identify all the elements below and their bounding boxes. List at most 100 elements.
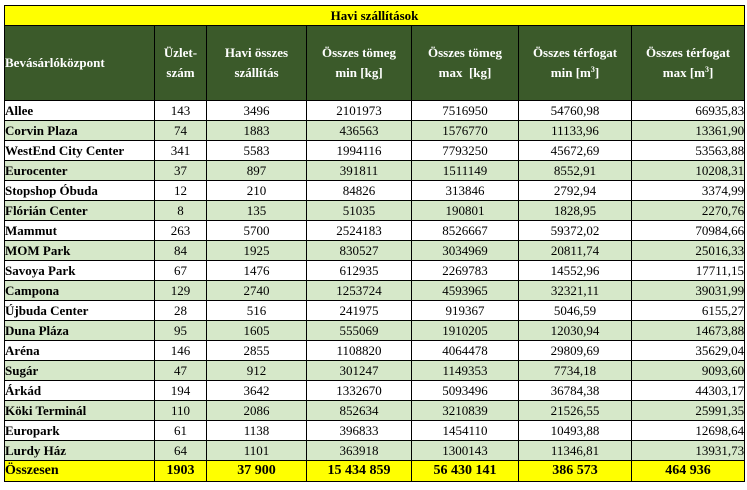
- cell-mass-min[interactable]: 1332670: [306, 380, 412, 401]
- cell-shops[interactable]: 143: [154, 100, 207, 121]
- cell-center-name[interactable]: Allee: [4, 100, 155, 121]
- cell-mass-max[interactable]: 7793250: [411, 140, 519, 161]
- cell-volume-max[interactable]: 44303,17: [630, 380, 746, 401]
- header-mass-max[interactable]: Összes tömeg max [kg]: [411, 25, 519, 101]
- cell-shops[interactable]: 84: [154, 240, 207, 261]
- cell-center-name[interactable]: Corvin Plaza: [4, 120, 155, 141]
- total-cell-mass-min[interactable]: 15 434 859: [306, 460, 412, 482]
- cell-volume-max[interactable]: 6155,27: [630, 300, 746, 321]
- cell-volume-max[interactable]: 13361,90: [630, 120, 746, 141]
- cell-shops[interactable]: 64: [154, 440, 207, 461]
- cell-mass-max[interactable]: 1511149: [411, 160, 519, 181]
- cell-mass-min[interactable]: 555069: [306, 320, 412, 341]
- cell-volume-max[interactable]: 10208,31: [630, 160, 746, 181]
- cell-volume-max[interactable]: 66935,83: [630, 100, 746, 121]
- cell-volume-max[interactable]: 39031,99: [630, 280, 746, 301]
- cell-mass-max[interactable]: 3034969: [411, 240, 519, 261]
- cell-center-name[interactable]: Savoya Park: [4, 260, 155, 281]
- cell-mass-min[interactable]: 612935: [306, 260, 412, 281]
- cell-shops[interactable]: 74: [154, 120, 207, 141]
- cell-volume-max[interactable]: 13931,73: [630, 440, 746, 461]
- cell-volume-min[interactable]: 2792,94: [518, 180, 632, 201]
- cell-mass-max[interactable]: 5093496: [411, 380, 519, 401]
- cell-shops[interactable]: 129: [154, 280, 207, 301]
- cell-volume-max[interactable]: 2270,76: [630, 200, 746, 221]
- cell-mass-max[interactable]: 2269783: [411, 260, 519, 281]
- cell-shops[interactable]: 28: [154, 300, 207, 321]
- cell-shops[interactable]: 263: [154, 220, 207, 241]
- cell-mass-max[interactable]: 3210839: [411, 400, 519, 421]
- cell-shops[interactable]: 12: [154, 180, 207, 201]
- cell-center-name[interactable]: Újbuda Center: [4, 300, 155, 321]
- cell-center-name[interactable]: Europark: [4, 420, 155, 441]
- total-cell-shops[interactable]: 1903: [154, 460, 207, 482]
- cell-volume-min[interactable]: 5046,59: [518, 300, 632, 321]
- cell-center-name[interactable]: Sugár: [4, 360, 155, 381]
- cell-mass-max[interactable]: 190801: [411, 200, 519, 221]
- cell-mass-max[interactable]: 919367: [411, 300, 519, 321]
- cell-deliveries[interactable]: 135: [206, 200, 307, 221]
- cell-shops[interactable]: 8: [154, 200, 207, 221]
- cell-deliveries[interactable]: 1605: [206, 320, 307, 341]
- cell-volume-min[interactable]: 59372,02: [518, 220, 632, 241]
- cell-mass-min[interactable]: 301247: [306, 360, 412, 381]
- cell-volume-min[interactable]: 11346,81: [518, 440, 632, 461]
- cell-mass-max[interactable]: 4064478: [411, 340, 519, 361]
- cell-mass-min[interactable]: 830527: [306, 240, 412, 261]
- cell-center-name[interactable]: Campona: [4, 280, 155, 301]
- cell-mass-min[interactable]: 396833: [306, 420, 412, 441]
- header-mass-min[interactable]: Összes tömeg min [kg]: [306, 25, 412, 101]
- total-cell-volume-min[interactable]: 386 573: [518, 460, 632, 482]
- header-volume-max[interactable]: Összes térfogat max [m3]: [630, 25, 746, 101]
- cell-shops[interactable]: 47: [154, 360, 207, 381]
- cell-deliveries[interactable]: 1138: [206, 420, 307, 441]
- cell-shops[interactable]: 37: [154, 160, 207, 181]
- cell-center-name[interactable]: MOM Park: [4, 240, 155, 261]
- cell-deliveries[interactable]: 5700: [206, 220, 307, 241]
- cell-shops[interactable]: 67: [154, 260, 207, 281]
- cell-center-name[interactable]: Lurdy Ház: [4, 440, 155, 461]
- cell-deliveries[interactable]: 1476: [206, 260, 307, 281]
- cell-volume-min[interactable]: 54760,98: [518, 100, 632, 121]
- cell-volume-max[interactable]: 17711,15: [630, 260, 746, 281]
- cell-mass-min[interactable]: 436563: [306, 120, 412, 141]
- cell-volume-min[interactable]: 36784,38: [518, 380, 632, 401]
- total-cell-volume-max[interactable]: 464 936: [630, 460, 746, 482]
- cell-volume-min[interactable]: 20811,74: [518, 240, 632, 261]
- cell-deliveries[interactable]: 5583: [206, 140, 307, 161]
- cell-volume-max[interactable]: 25991,35: [630, 400, 746, 421]
- cell-center-name[interactable]: Árkád: [4, 380, 155, 401]
- header-deliveries[interactable]: Havi összes szállítás: [206, 25, 307, 101]
- cell-mass-min[interactable]: 363918: [306, 440, 412, 461]
- cell-mass-max[interactable]: 4593965: [411, 280, 519, 301]
- cell-shops[interactable]: 110: [154, 400, 207, 421]
- cell-center-name[interactable]: Aréna: [4, 340, 155, 361]
- cell-volume-min[interactable]: 45672,69: [518, 140, 632, 161]
- cell-mass-max[interactable]: 1454110: [411, 420, 519, 441]
- cell-volume-max[interactable]: 25016,33: [630, 240, 746, 261]
- cell-volume-min[interactable]: 12030,94: [518, 320, 632, 341]
- cell-shops[interactable]: 61: [154, 420, 207, 441]
- cell-volume-min[interactable]: 10493,88: [518, 420, 632, 441]
- cell-shops[interactable]: 146: [154, 340, 207, 361]
- cell-center-name[interactable]: Flórián Center: [4, 200, 155, 221]
- cell-center-name[interactable]: Duna Pláza: [4, 320, 155, 341]
- cell-shops[interactable]: 341: [154, 140, 207, 161]
- cell-volume-min[interactable]: 8552,91: [518, 160, 632, 181]
- cell-deliveries[interactable]: 897: [206, 160, 307, 181]
- cell-mass-min[interactable]: 51035: [306, 200, 412, 221]
- cell-deliveries[interactable]: 2855: [206, 340, 307, 361]
- cell-volume-min[interactable]: 1828,95: [518, 200, 632, 221]
- header-volume-min[interactable]: Összes térfogat min [m3]: [518, 25, 632, 101]
- cell-mass-min[interactable]: 2101973: [306, 100, 412, 121]
- cell-volume-max[interactable]: 3374,99: [630, 180, 746, 201]
- cell-shops[interactable]: 95: [154, 320, 207, 341]
- total-cell-center-name[interactable]: Összesen: [4, 460, 155, 482]
- cell-mass-min[interactable]: 1253724: [306, 280, 412, 301]
- cell-deliveries[interactable]: 912: [206, 360, 307, 381]
- cell-center-name[interactable]: WestEnd City Center: [4, 140, 155, 161]
- cell-mass-max[interactable]: 8526667: [411, 220, 519, 241]
- total-cell-mass-max[interactable]: 56 430 141: [411, 460, 519, 482]
- header-center[interactable]: Bevásárlóközpont: [4, 25, 155, 101]
- table-title[interactable]: Havi szállítások: [3, 5, 746, 26]
